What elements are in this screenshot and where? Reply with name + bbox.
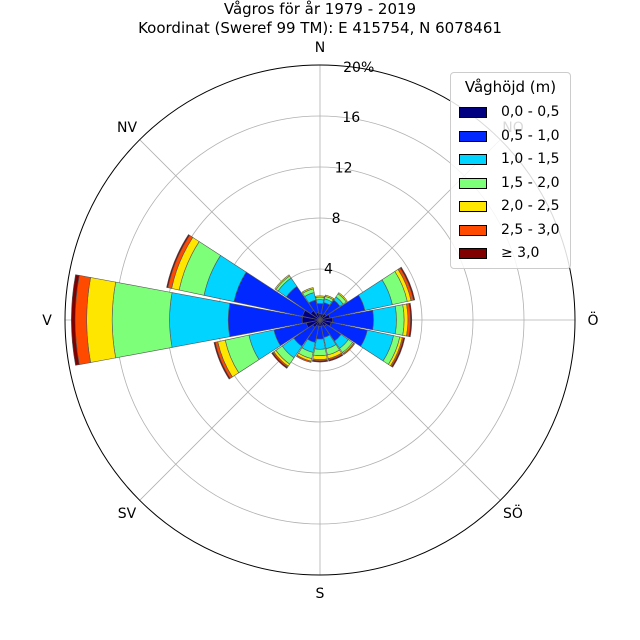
- rose-wedge: [312, 354, 328, 360]
- direction-label: Ö: [587, 311, 598, 329]
- rose-wedge: [328, 353, 344, 362]
- legend-swatch: [459, 201, 487, 212]
- legend-swatch: [459, 107, 487, 118]
- direction-label: S: [316, 586, 325, 602]
- chart-subtitle: Koordinat (Sweref 99 TM): E 415754, N 60…: [138, 19, 502, 37]
- legend-label: 2,0 - 2,5: [501, 198, 560, 214]
- legend-item: 0,5 - 1,0: [451, 128, 570, 148]
- rose-wedge: [311, 359, 329, 363]
- rose-wedge: [324, 294, 335, 301]
- rose-wedge: [313, 348, 327, 356]
- radial-tick-label: 4: [324, 262, 333, 278]
- radial-tick-label: 12: [335, 161, 353, 177]
- rose-wedge: [391, 337, 406, 368]
- rose-wedge: [86, 277, 117, 363]
- legend-title: Våghöjd (m): [464, 78, 557, 96]
- rose-wedge: [372, 305, 397, 335]
- rose-wedge: [315, 299, 325, 305]
- radial-tick-label: 16: [342, 110, 360, 126]
- rose-wedge: [111, 281, 173, 359]
- rose-wedge: [315, 295, 325, 298]
- legend-label: 1,5 - 2,0: [501, 174, 560, 191]
- direction-label: V: [42, 313, 52, 329]
- chart-title: Vågros för år 1979 - 2019: [223, 0, 417, 18]
- legend-swatch: [459, 224, 487, 236]
- legend-item: 2,5 - 3,0: [451, 222, 570, 242]
- legend-label: 0,5 - 1,0: [501, 127, 560, 144]
- radial-tick-label: 8: [332, 211, 341, 227]
- rose-wedge: [169, 292, 231, 348]
- legend-label: 2,5 - 3,0: [501, 221, 560, 238]
- rose-wedge: [394, 304, 405, 336]
- legend-swatch: [459, 177, 487, 189]
- rose-wedge: [166, 234, 190, 289]
- legend-item: 1,0 - 1,5: [451, 151, 570, 171]
- rose-wedge: [399, 266, 416, 301]
- legend-label: 1,0 - 1,5: [501, 151, 560, 167]
- legend-item: 1,5 - 2,0: [451, 175, 570, 195]
- rose-wedge: [71, 274, 80, 366]
- rose-wedge: [274, 274, 291, 291]
- direction-label: SÖ: [503, 504, 523, 522]
- rose-wedge: [295, 354, 312, 363]
- legend-item: 2,0 - 2,5: [451, 198, 570, 218]
- direction-label: NV: [117, 120, 137, 136]
- legend-label: ≥ 3,0: [501, 245, 540, 261]
- rose-wedge: [337, 292, 348, 303]
- legend-label: 0,0 - 0,5: [501, 104, 560, 120]
- rose-wedge: [342, 342, 356, 356]
- rose-wedge: [271, 352, 288, 369]
- legend-item: ≥ 3,0: [451, 245, 570, 265]
- legend-swatch: [459, 248, 487, 259]
- radial-gridline: [319, 319, 501, 501]
- legend-swatch: [459, 154, 487, 165]
- legend-item: 0,0 - 0,5: [451, 104, 570, 124]
- legend-swatch: [459, 130, 487, 142]
- legend: Våghöjd (m) 0,0 - 0,5 0,5 - 1,0 1,0 - 1,5 1…: [450, 72, 571, 269]
- direction-label: N: [315, 40, 325, 56]
- direction-label: SV: [118, 506, 137, 522]
- radial-tick-label: 20%: [343, 60, 374, 76]
- rose-wedge: [314, 338, 326, 350]
- wave-rose-bars: [71, 234, 416, 380]
- rose-wedge: [301, 287, 314, 294]
- polar-outline: [64, 64, 576, 576]
- rose-wedge: [408, 302, 413, 338]
- rose-wedge: [213, 341, 231, 380]
- outer-circle: [64, 64, 576, 576]
